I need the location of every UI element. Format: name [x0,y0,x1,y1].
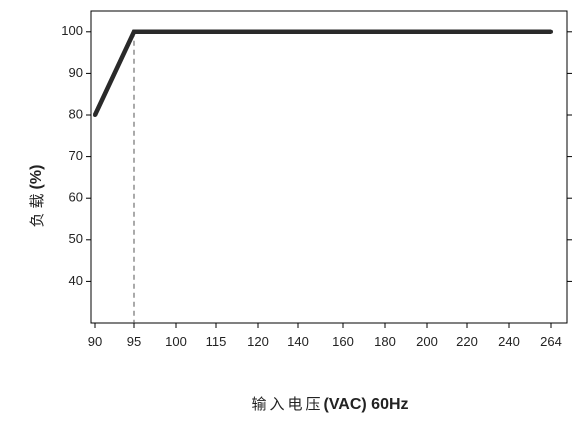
x-axis-title: 输入电压(VAC) 60Hz [251,395,408,413]
x-tick-label: 200 [416,334,438,349]
x-tick-label: 115 [206,334,227,349]
x-tick-label: 120 [247,334,269,349]
x-tick-label: 140 [287,334,309,349]
y-axis-ticks: 40 50 60 70 80 90 100 [61,23,572,288]
y-axis-title: 负载(%) [28,165,46,228]
x-tick-label: 264 [540,334,562,349]
y-tick-label: 70 [69,148,83,163]
data-point [132,29,136,34]
series-points [93,29,553,117]
data-point [549,29,553,34]
y-tick-label: 90 [69,65,83,80]
plot-frame [90,10,568,324]
series-line [92,29,551,116]
y-tick-label: 40 [69,273,83,288]
y-tick-label: 80 [69,106,83,121]
x-tick-label: 160 [332,334,354,349]
x-tick-label: 90 [88,334,102,349]
y-tick-label: 100 [61,23,83,38]
x-tick-label: 240 [498,334,520,349]
x-tick-label: 95 [127,334,141,349]
y-tick-label: 50 [69,231,83,246]
y-tick-label: 60 [69,190,83,205]
x-tick-label: 220 [456,334,478,349]
x-tick-label: 180 [374,334,396,349]
x-tick-label: 100 [165,334,187,349]
data-point [93,113,97,117]
x-axis-ticks: 90 95 100 115 120 140 160 180 200 220 240 264 [88,323,562,349]
